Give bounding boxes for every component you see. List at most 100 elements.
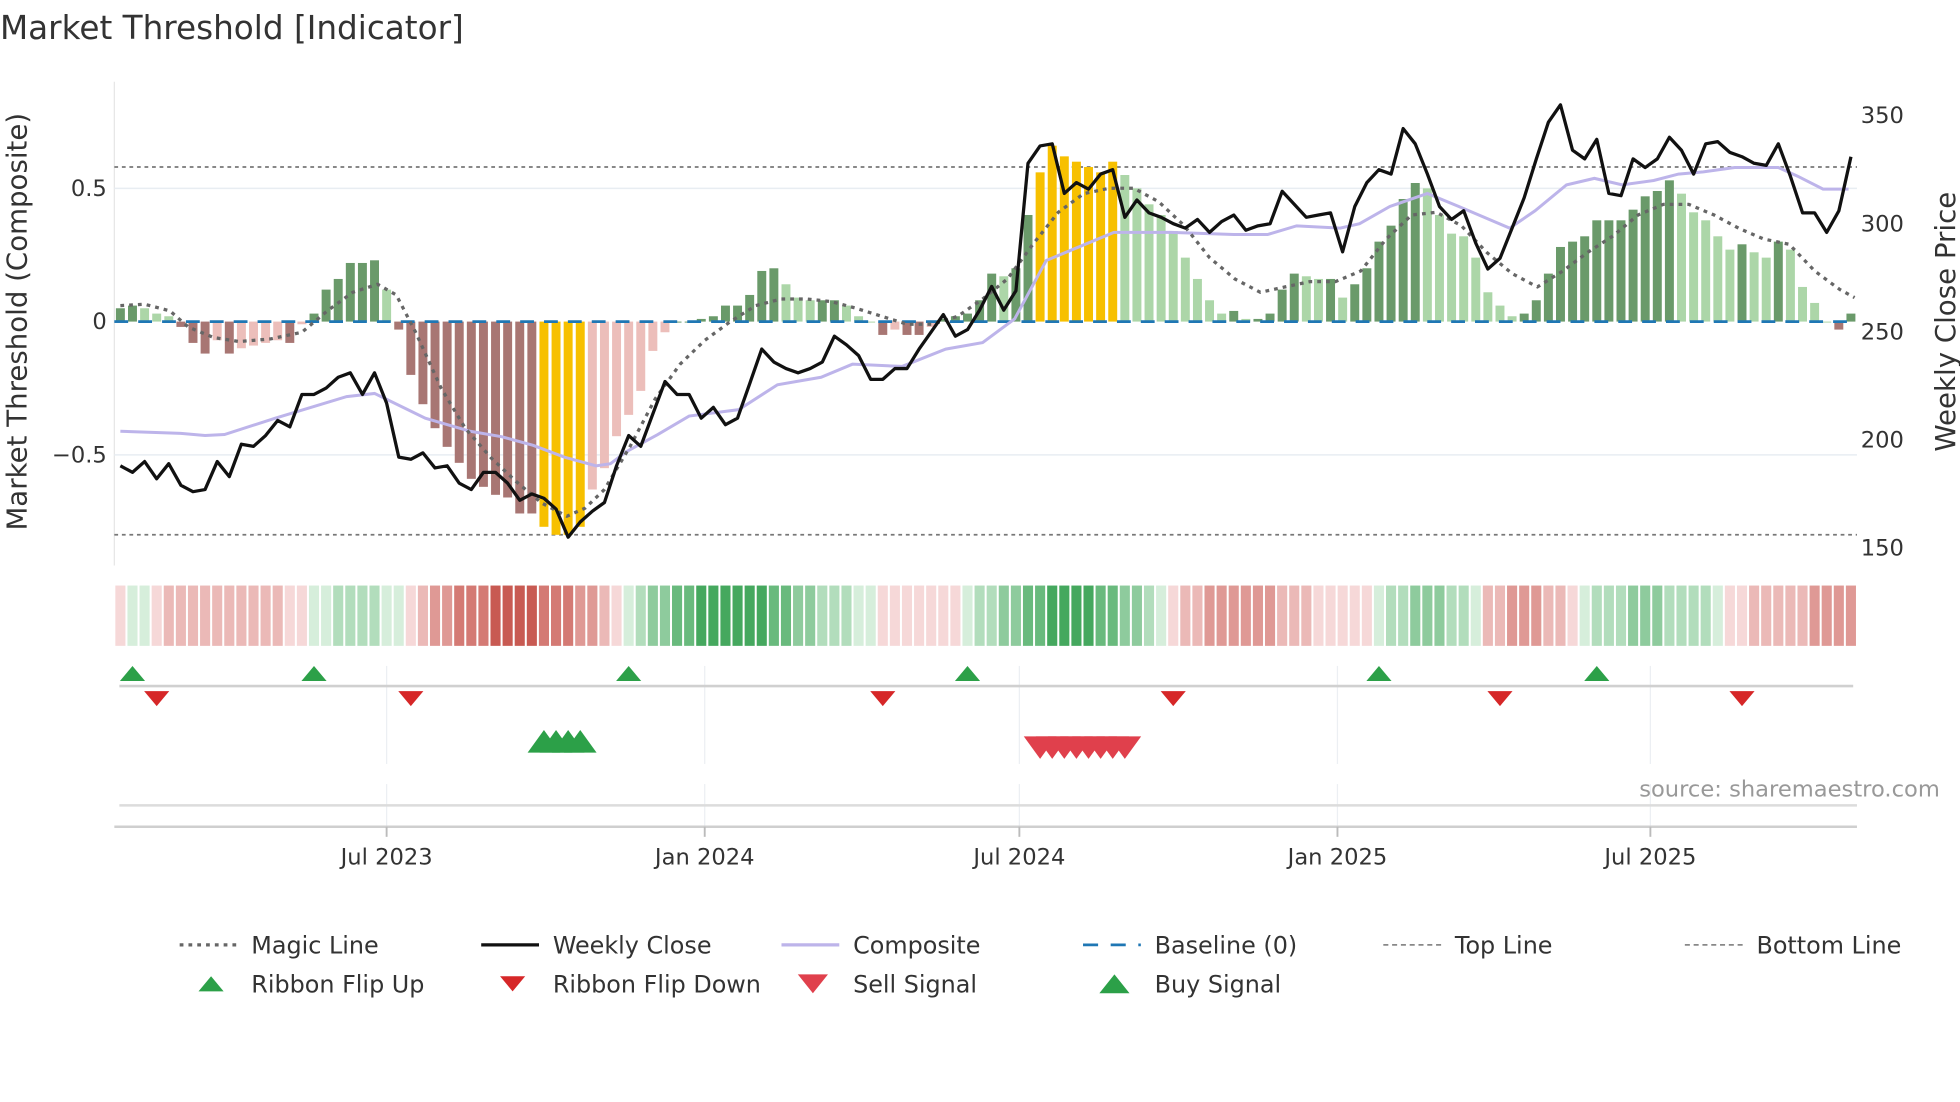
composite-bar <box>527 321 537 514</box>
composite-bar <box>382 289 392 322</box>
composite-bar <box>1556 246 1565 322</box>
x-tick-label: Jan 2024 <box>653 844 755 870</box>
ribbon-cell <box>865 585 876 646</box>
composite-bar <box>963 313 972 322</box>
axis-ticks: 0.5 0 −0.5 350 300 250 200 150 <box>52 103 1904 561</box>
y-tick-label-left: −0.5 <box>52 442 107 468</box>
ribbon-cell <box>1494 585 1506 646</box>
ribbon-cell <box>720 585 731 646</box>
ribbon-cell <box>284 585 295 646</box>
y-axis-label-right: Weekly Close Price <box>1929 192 1960 452</box>
ribbon-cell <box>1615 585 1627 646</box>
composite-bar <box>418 321 428 405</box>
composite-bar <box>212 321 222 341</box>
ribbon-cell <box>1264 585 1276 646</box>
ribbon-cell <box>1543 585 1554 646</box>
ribbon-cell <box>1240 585 1251 646</box>
composite-bar <box>1798 286 1807 322</box>
composite-bar <box>551 321 561 535</box>
ribbon-cell <box>599 585 610 646</box>
composite-bar <box>1229 310 1239 322</box>
composite-bar <box>1011 268 1021 322</box>
ribbon-cell <box>877 585 888 646</box>
composite-bar <box>309 313 319 322</box>
composite-bar <box>1773 241 1783 322</box>
ribbon-cell <box>563 585 574 646</box>
ribbon-cell <box>623 585 634 646</box>
composite-bar <box>793 297 803 322</box>
legend-label: Magic Line <box>251 932 378 960</box>
ribbon-cell <box>1373 585 1385 646</box>
composite-bar <box>1313 278 1323 322</box>
ribbon-cell <box>260 585 271 646</box>
composite-bar <box>176 321 186 327</box>
ribbon-cell <box>1168 585 1179 646</box>
ribbon-cell <box>1591 585 1602 646</box>
ribbon-cell <box>1289 585 1300 646</box>
composite-bar <box>1810 302 1820 322</box>
composite-bar <box>1386 225 1396 322</box>
composite-bar <box>236 321 246 349</box>
composite-bar <box>914 321 924 335</box>
ribbon-cell <box>321 585 332 646</box>
composite-bar <box>1301 276 1311 322</box>
y-tick-label-right: 300 <box>1861 211 1904 237</box>
ribbon-cell <box>587 585 598 646</box>
ribbon-cell <box>1603 585 1614 646</box>
buy-signal-marker <box>563 730 597 753</box>
ribbon-cell <box>1119 585 1130 646</box>
composite-bar <box>442 321 452 447</box>
ribbon-cell <box>1507 585 1518 646</box>
ribbon-cell <box>1833 585 1844 646</box>
legend-label: Top Line <box>1454 932 1553 960</box>
ribbon-cell <box>1143 585 1155 646</box>
composite-bar <box>1689 212 1699 322</box>
ribbon-cell <box>1422 585 1433 646</box>
legend-swatch-buy-icon <box>1099 974 1130 994</box>
ribbon-flip-down-marker <box>870 691 896 707</box>
composite-bar <box>285 321 295 343</box>
composite-bar <box>357 262 367 322</box>
composite-bar <box>1495 305 1505 322</box>
y-tick-label-right: 200 <box>1861 427 1904 453</box>
ribbon-cell <box>345 585 356 646</box>
composite-bar <box>1640 196 1650 322</box>
ribbon-cell <box>175 585 186 646</box>
ribbon-cell <box>829 585 840 646</box>
legend-label: Weekly Close <box>553 932 712 960</box>
composite-bar <box>1217 313 1227 322</box>
y-tick-label-right: 150 <box>1861 535 1904 561</box>
composite-bar <box>1398 198 1408 322</box>
ribbon-cell <box>417 585 428 646</box>
ribbon-cell <box>817 585 828 646</box>
ribbon-cell <box>1470 585 1481 646</box>
ribbon-cell <box>163 585 174 646</box>
legend-swatch-flip-down-icon <box>500 976 526 992</box>
ribbon-cell <box>1749 585 1760 646</box>
legend-label: Bottom Line <box>1756 932 1901 960</box>
source-label: source: sharemaestro.com <box>1639 777 1940 803</box>
ribbon-cell <box>1047 585 1058 646</box>
composite-bar <box>1592 220 1602 322</box>
composite-bar <box>1447 233 1457 322</box>
ribbon-cell <box>1845 585 1856 646</box>
ribbon-cell <box>1022 585 1034 646</box>
ribbon-cell <box>853 585 864 646</box>
ribbon-cell <box>200 585 211 646</box>
composite-bars <box>115 145 1856 535</box>
ribbon-cell <box>950 585 961 646</box>
composite-bar <box>999 276 1009 322</box>
composite-bar <box>902 321 912 335</box>
ribbon-cell <box>575 585 586 646</box>
ribbon-cell <box>1458 585 1469 646</box>
composite-bar <box>1374 241 1384 322</box>
composite-bar <box>817 300 827 322</box>
x-tick-label: Jul 2023 <box>339 844 433 870</box>
ribbon-cell <box>187 585 199 646</box>
composite-bar <box>1459 236 1469 322</box>
ribbon-cell <box>1652 585 1663 646</box>
ribbon-cell <box>1410 585 1421 646</box>
ribbon-cell <box>1131 585 1142 646</box>
x-axis: Jul 2023 Jan 2024 Jul 2024 Jan 2025 Jul 2025 <box>114 825 1857 870</box>
ribbon-cell <box>550 585 562 646</box>
